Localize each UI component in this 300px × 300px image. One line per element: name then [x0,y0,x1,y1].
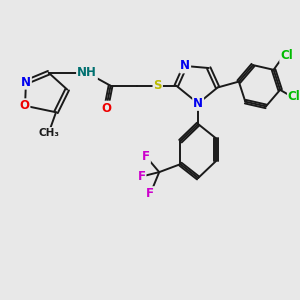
Text: CH₃: CH₃ [38,128,59,138]
Text: Cl: Cl [288,90,300,103]
Text: F: F [137,170,146,183]
Text: N: N [193,97,203,110]
Text: N: N [21,76,31,89]
Text: NH: NH [77,66,97,79]
Text: N: N [180,59,190,73]
Text: F: F [142,150,150,163]
Text: O: O [20,99,29,112]
Text: F: F [146,187,154,200]
Text: Cl: Cl [280,49,293,62]
Text: O: O [101,102,111,115]
Text: S: S [154,79,162,92]
